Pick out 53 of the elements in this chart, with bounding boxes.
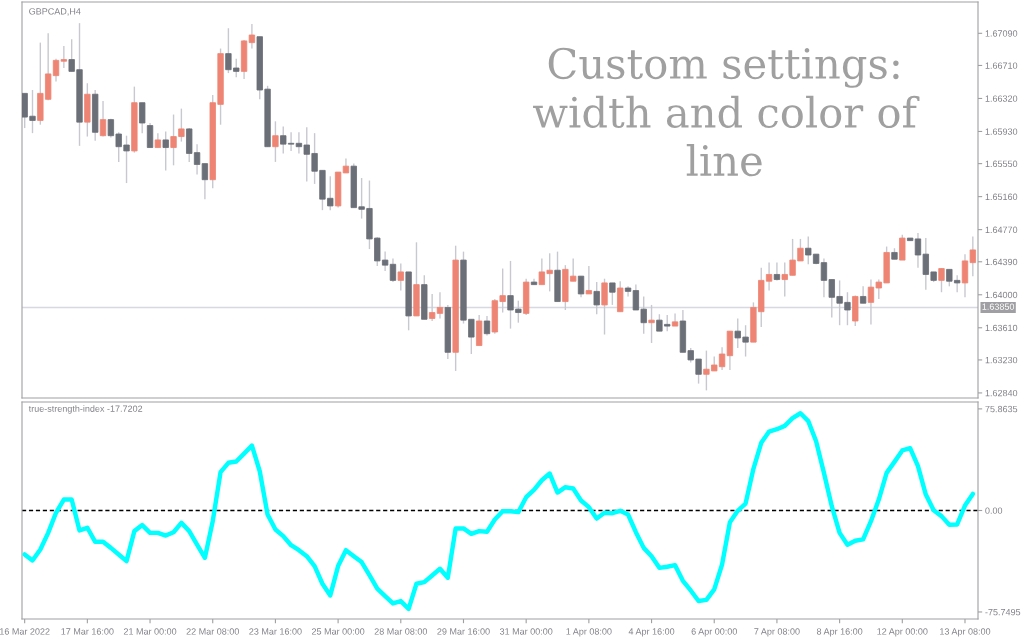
candlestick: [146, 122, 154, 149]
y-tick-label: -75.7495: [985, 608, 1021, 616]
candlestick: [272, 120, 279, 163]
candlestick: [577, 275, 585, 299]
x-tick-label: 28 Mar 08:00: [374, 628, 428, 635]
candlestick: [99, 100, 107, 138]
y-tick-label: 0.00: [985, 507, 1003, 514]
candlestick: [899, 233, 906, 261]
y-tick-label: 1.66320: [985, 95, 1018, 102]
candlestick: [648, 304, 655, 344]
x-tick-label: 16 Mar 2022: [0, 628, 50, 635]
annotation: Custom settings: width and color of line: [533, 47, 920, 177]
x-tick-label: 31 Mar 00:00: [499, 628, 553, 635]
annotation: GBPCAD,H4: [29, 8, 81, 16]
candlestick: [162, 130, 169, 172]
candlestick: [601, 277, 608, 336]
annotation: true-strength-index -17.7202: [28, 405, 143, 414]
x-tick-label: 1 Apr 08:00: [566, 628, 612, 637]
x-tick-label: 25 Mar 00:00: [311, 628, 365, 635]
y-tick-label: 1.65160: [985, 193, 1018, 200]
x-tick-label: 21 Mar 00:00: [123, 628, 177, 635]
candlestick: [617, 280, 624, 313]
candlestick: [248, 23, 256, 50]
x-tick-label: 22 Mar 08:00: [186, 628, 239, 635]
y-tick-label: 1.65930: [985, 128, 1018, 135]
candlestick: [397, 262, 404, 292]
x-tick-label: 23 Mar 16:00: [249, 628, 302, 635]
x-tick-label: 12 Apr 00:00: [877, 628, 928, 637]
y-tick-label: 1.66710: [985, 62, 1018, 69]
y-tick-label: 1.62840: [985, 389, 1018, 397]
y-tick-label: 1.64390: [985, 258, 1018, 266]
y-tick-label: 1.64000: [985, 291, 1018, 299]
x-tick-label: 6 Apr 00:00: [691, 628, 737, 637]
candlestick: [585, 265, 593, 295]
x-tick-label: 17 Mar 16:00: [61, 628, 114, 635]
candlestick: [201, 162, 209, 200]
y-tick-label: 1.65550: [985, 160, 1018, 167]
candlestick: [483, 315, 491, 337]
y-tick-label: 1.63230: [985, 356, 1018, 364]
x-tick-label: 29 Mar 16:00: [437, 628, 490, 635]
y-tick-label: 1.63610: [985, 324, 1018, 332]
y-tick-label: 75.8635: [985, 405, 1018, 413]
candlestick: [593, 281, 600, 315]
candlestick: [139, 101, 146, 134]
x-tick-label: 8 Apr 16:00: [816, 628, 863, 637]
y-tick-label: 1.64770: [985, 226, 1018, 233]
candlestick: [609, 282, 616, 306]
ref-line-label: 1.63850: [982, 303, 1015, 310]
x-tick-label: 13 Apr 08:00: [940, 628, 991, 637]
candlestick: [938, 267, 945, 293]
y-tick-label: 1.67090: [985, 30, 1018, 37]
x-tick-label: 7 Apr 08:00: [754, 628, 800, 637]
x-tick-label: 4 Apr 16:00: [628, 628, 675, 637]
